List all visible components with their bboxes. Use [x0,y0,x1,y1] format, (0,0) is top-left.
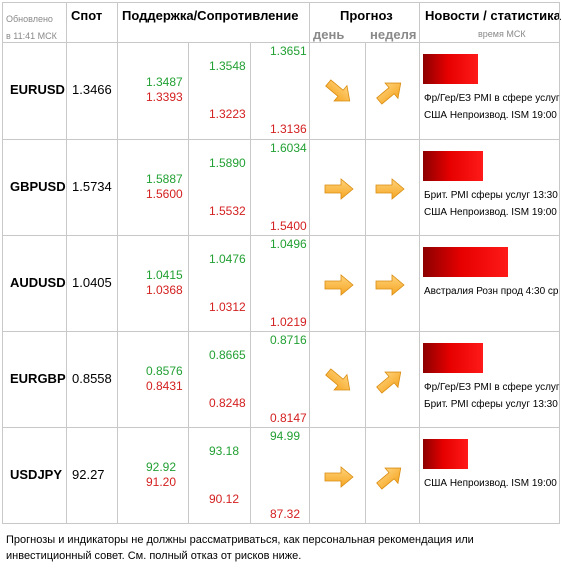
resistance-level-2: 0.8248 [209,396,246,410]
news-item[interactable]: США Непроизвод. ISM 19:00 [424,110,557,121]
news-item[interactable]: США Непроизвод. ISM 19:00 [424,478,557,489]
row-divider [2,427,559,428]
header-divider [2,42,559,43]
row-divider [2,331,559,332]
col-divider [2,2,3,524]
news-importance-bar [423,54,478,84]
support-level-3: 1.3651 [270,44,307,58]
resistance-level-2: 90.12 [209,492,240,506]
support-resistance-header: Поддержка/Сопротивление [122,8,299,23]
time-header: время МСК [478,29,526,39]
news-header: Новости / статистика [425,8,561,23]
col-divider [419,2,420,524]
updated-time: в 11:41 МСК [6,31,57,41]
spot-price: 0.8558 [72,371,112,386]
resistance-level-1: 91.20 [146,475,177,489]
support-level-2: 1.0476 [209,252,246,266]
forecast-day-arrow-icon [322,463,356,491]
support-level-1: 1.5887 [146,172,183,186]
disclaimer-line-2: инвестиционный совет. См. полный отказ о… [6,550,302,562]
border-top [2,2,559,3]
forecast-day-arrow-icon [322,175,356,203]
forecast-day-arrow-icon [322,367,356,395]
support-level-1: 1.0415 [146,268,183,282]
resistance-level-3: 1.3136 [270,122,307,136]
updated-label: Обновлено [6,14,53,24]
support-level-3: 94.99 [270,429,301,443]
news-importance-bar [423,247,508,277]
support-level-2: 0.8665 [209,348,246,362]
spot-header: Спот [71,8,103,23]
col-divider [309,2,310,524]
news-importance-bar [423,439,468,469]
resistance-level-2: 1.5532 [209,204,246,218]
col-divider [66,2,67,524]
news-item[interactable]: США Непроизвод. ISM 19:00 [424,207,557,218]
pair-name: EURUSD [10,82,65,97]
resistance-level-1: 1.3393 [146,90,183,104]
news-item[interactable]: Фр/Гер/ЕЗ PMI в сфере услуг [424,93,560,104]
spot-price: 1.3466 [72,82,112,97]
row-divider [2,235,559,236]
forecast-header: Прогноз [340,8,393,23]
col-divider [559,2,560,524]
support-level-1: 1.3487 [146,75,183,89]
news-item[interactable]: Фр/Гер/ЕЗ PMI в сфере услуг [424,382,560,393]
sub-divider [188,42,189,524]
resistance-level-2: 1.3223 [209,107,246,121]
row-divider [2,139,559,140]
support-level-3: 1.0496 [270,237,307,251]
forecast-week-arrow-icon [373,271,407,299]
support-level-2: 1.5890 [209,156,246,170]
sub-divider [250,42,251,524]
forecast-week-arrow-icon [373,175,407,203]
support-level-1: 92.92 [146,460,177,474]
pair-name: USDJPY [10,467,63,482]
support-level-3: 1.6034 [270,141,307,155]
resistance-level-3: 87.32 [270,507,301,521]
news-item[interactable]: Австралия Розн прод 4:30 ср [424,286,559,297]
forecast-week-arrow-icon [373,367,407,395]
forecast-day-arrow-icon [322,271,356,299]
support-level-1: 0.8576 [146,364,183,378]
disclaimer-line-1: Прогнозы и индикаторы не должны рассматр… [6,534,474,546]
support-level-2: 93.18 [209,444,240,458]
forecast-day-arrow-icon [322,78,356,106]
day-header: день [313,27,345,42]
resistance-level-2: 1.0312 [209,300,246,314]
forecast-week-arrow-icon [373,463,407,491]
resistance-level-3: 0.8147 [270,411,307,425]
spot-price: 1.5734 [72,179,112,194]
forecast-week-arrow-icon [373,78,407,106]
news-importance-bar [423,343,483,373]
border-bottom [2,523,559,524]
support-level-2: 1.3548 [209,59,246,73]
resistance-level-1: 0.8431 [146,379,183,393]
week-header: неделя [370,27,417,42]
resistance-level-3: 1.0219 [270,315,307,329]
resistance-level-1: 1.5600 [146,187,183,201]
resistance-level-1: 1.0368 [146,283,183,297]
news-item[interactable]: Брит. PMI сферы услуг 13:30 [424,399,558,410]
support-level-3: 0.8716 [270,333,307,347]
col-divider [117,2,118,524]
spot-price: 92.27 [72,467,105,482]
spot-price: 1.0405 [72,275,112,290]
resistance-level-3: 1.5400 [270,219,307,233]
news-item[interactable]: Брит. PMI сферы услуг 13:30 [424,190,558,201]
pair-name: GBPUSD [10,179,66,194]
pair-name: EURGBP [10,371,66,386]
col-divider [365,42,366,524]
pair-name: AUDUSD [10,275,66,290]
news-importance-bar [423,151,483,181]
